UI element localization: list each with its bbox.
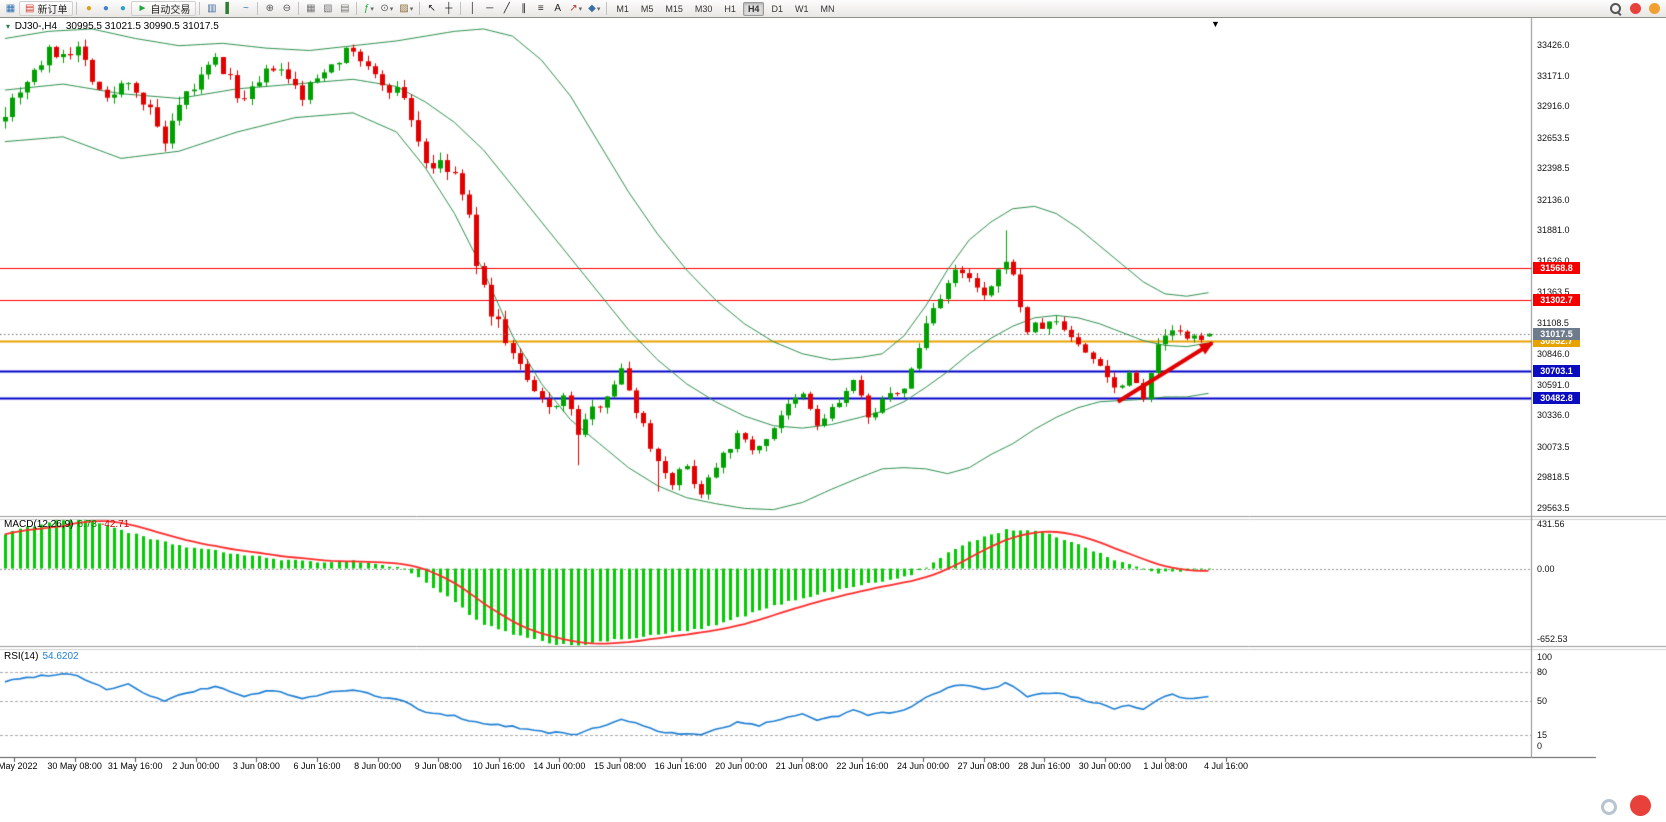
crosshair-icon: ┼	[445, 2, 453, 14]
text-label-icon[interactable]: A	[549, 1, 566, 16]
globe-icon[interactable]: ●	[97, 1, 114, 16]
coins-icon[interactable]: ●	[80, 1, 97, 16]
auto-trading-button-label: 自动交易	[150, 5, 191, 16]
timeframe-button-m1[interactable]: M1	[616, 3, 629, 14]
timeframe-button-h1[interactable]: H1	[724, 3, 736, 14]
chart-window-icon[interactable]: ▦	[2, 1, 19, 16]
dropdown-caret-icon: ▾	[389, 5, 394, 13]
arrange-windows-icon: ▤	[340, 2, 350, 14]
dropdown-caret-icon: ▾	[596, 5, 601, 13]
fibonacci-icon[interactable]: ≡	[532, 1, 549, 16]
timeframe-button-d1[interactable]: D1	[771, 3, 783, 14]
line-chart-icon: ~	[242, 2, 249, 14]
toolbar-separator	[76, 2, 78, 15]
timeframe-button-w1[interactable]: W1	[794, 3, 809, 14]
arrange-windows-icon[interactable]: ▤	[336, 1, 353, 16]
chart-shift-marker-icon[interactable]: ▼	[1211, 19, 1220, 29]
shapes-icon[interactable]: ◆ ▾	[585, 1, 603, 16]
headset-icon[interactable]: ●	[114, 1, 131, 16]
tile-windows-icon[interactable]: ▦	[302, 1, 319, 16]
dropdown-caret-icon: ▾	[578, 5, 583, 13]
periods-icon[interactable]: ⊙ ▾	[377, 1, 396, 16]
new-order-icon: ▤	[25, 2, 35, 14]
profile-icon[interactable]	[1649, 3, 1660, 14]
new-order-button-label: 新订单	[37, 5, 68, 16]
alerts-icon[interactable]	[1630, 3, 1641, 14]
dropdown-caret-icon: ▾	[370, 5, 374, 13]
toolbar-separator	[419, 2, 421, 15]
tile-windows-icon: ▦	[306, 2, 316, 14]
line-chart-icon[interactable]: ~	[237, 1, 254, 16]
toolbar-separator	[298, 2, 300, 15]
headset-icon: ●	[119, 2, 126, 14]
arrows-icon: ↗	[569, 2, 578, 14]
trendline-icon[interactable]: ╱	[498, 1, 515, 16]
candlestick-chart-icon[interactable]: ▌	[220, 1, 237, 16]
trendline-icon: ╱	[503, 2, 510, 14]
timeframe-button-h4[interactable]: H4	[742, 1, 765, 16]
toolbar-separator	[460, 2, 462, 15]
search-icon[interactable]	[1609, 2, 1622, 15]
timeframe-button-m5[interactable]: M5	[640, 3, 654, 14]
cascade-windows-icon: ▧	[323, 2, 333, 14]
vertical-line-icon[interactable]: │	[464, 1, 481, 16]
indicators-icon: ƒ	[363, 2, 370, 14]
candlestick-chart-icon: ▌	[225, 2, 233, 14]
chat-widget-button[interactable]	[1601, 799, 1617, 815]
horizontal-line-icon: ─	[486, 2, 494, 14]
templates-icon: ▨	[399, 2, 409, 14]
indicators-icon[interactable]: ƒ ▾	[360, 1, 377, 16]
zoom-in-icon: ⊕	[265, 2, 275, 14]
templates-icon[interactable]: ▨ ▾	[396, 1, 416, 16]
cursor-icon[interactable]: ↖	[423, 1, 440, 16]
toolbar-separator	[257, 2, 259, 15]
main-toolbar: ▦ ▤ 新订单 ● ● ● ► 自动交易 ▥ ▌ ~ ⊕ ⊖ ▦ ▧ ▤ ƒ ▾ ⊙ ▾ ▨ ▾ ↖ ┼ │ ─ ╱ ∥ ≡ A ↗ ▾ ◆ ▾ M…	[0, 0, 1666, 18]
text-label-icon: A	[554, 2, 562, 14]
play-icon: ►	[137, 2, 148, 14]
coins-icon: ●	[85, 2, 92, 14]
cascade-windows-icon[interactable]: ▧	[319, 1, 336, 16]
cursor-icon: ↖	[427, 2, 436, 14]
equidistant-channel-icon[interactable]: ∥	[515, 1, 532, 16]
new-order-button[interactable]: ▤ 新订单	[19, 1, 74, 16]
timeframe-button-m15[interactable]: M15	[665, 3, 683, 14]
toolbar-separator	[606, 2, 608, 15]
zoom-out-icon[interactable]: ⊖	[278, 1, 295, 16]
zoom-out-icon: ⊖	[282, 2, 292, 14]
auto-trading-button[interactable]: ► 自动交易	[131, 1, 197, 16]
chart-window-icon: ▦	[5, 2, 16, 14]
periods-icon: ⊙	[380, 2, 389, 14]
bar-chart-icon: ▥	[207, 2, 217, 14]
zoom-in-icon[interactable]: ⊕	[261, 1, 278, 16]
shapes-icon: ◆	[588, 2, 596, 14]
bar-chart-icon[interactable]: ▥	[203, 1, 220, 16]
arrows-icon[interactable]: ↗ ▾	[566, 1, 585, 16]
notification-widget-button[interactable]	[1630, 795, 1651, 816]
timeframe-button-m30[interactable]: M30	[694, 3, 713, 14]
timeframe-button-mn[interactable]: MN	[820, 3, 835, 14]
equidistant-channel-icon: ∥	[521, 2, 527, 14]
dropdown-caret-icon: ▾	[409, 5, 414, 13]
horizontal-line-icon[interactable]: ─	[481, 1, 498, 16]
fibonacci-icon: ≡	[537, 2, 544, 14]
globe-icon: ●	[102, 2, 109, 14]
toolbar-right-icons	[1609, 2, 1664, 15]
toolbar-separator	[199, 2, 201, 15]
toolbar-separator	[356, 2, 358, 15]
vertical-line-icon: │	[469, 2, 476, 14]
crosshair-icon[interactable]: ┼	[440, 1, 457, 16]
